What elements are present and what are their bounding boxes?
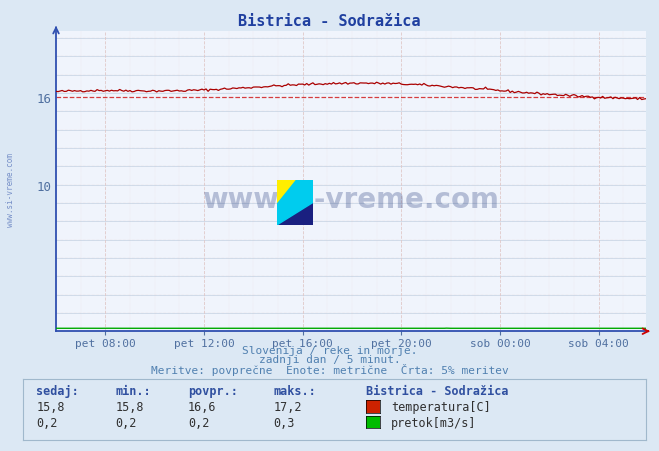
- Text: 0,2: 0,2: [36, 416, 57, 429]
- Text: sedaj:: sedaj:: [36, 384, 79, 397]
- Text: Meritve: povprečne  Enote: metrične  Črta: 5% meritev: Meritve: povprečne Enote: metrične Črta:…: [151, 363, 508, 375]
- Text: 0,2: 0,2: [115, 416, 136, 429]
- Text: 17,2: 17,2: [273, 400, 302, 413]
- Text: www.si-vreme.com: www.si-vreme.com: [202, 185, 500, 213]
- Text: 0,2: 0,2: [188, 416, 209, 429]
- Text: 16,6: 16,6: [188, 400, 216, 413]
- Polygon shape: [277, 180, 313, 226]
- Text: temperatura[C]: temperatura[C]: [391, 400, 490, 413]
- Text: Slovenija / reke in morje.: Slovenija / reke in morje.: [242, 345, 417, 355]
- Text: 15,8: 15,8: [115, 400, 144, 413]
- Text: pretok[m3/s]: pretok[m3/s]: [391, 416, 476, 429]
- Polygon shape: [277, 180, 297, 205]
- Text: maks.:: maks.:: [273, 384, 316, 397]
- Text: 0,3: 0,3: [273, 416, 295, 429]
- Text: 15,8: 15,8: [36, 400, 65, 413]
- Polygon shape: [277, 205, 287, 226]
- Polygon shape: [277, 180, 313, 226]
- Text: zadnji dan / 5 minut.: zadnji dan / 5 minut.: [258, 354, 401, 364]
- Text: min.:: min.:: [115, 384, 151, 397]
- Text: Bistrica - Sodražica: Bistrica - Sodražica: [239, 14, 420, 28]
- Text: povpr.:: povpr.:: [188, 384, 238, 397]
- Text: www.si-vreme.com: www.si-vreme.com: [6, 152, 15, 226]
- Text: Bistrica - Sodražica: Bistrica - Sodražica: [366, 384, 508, 397]
